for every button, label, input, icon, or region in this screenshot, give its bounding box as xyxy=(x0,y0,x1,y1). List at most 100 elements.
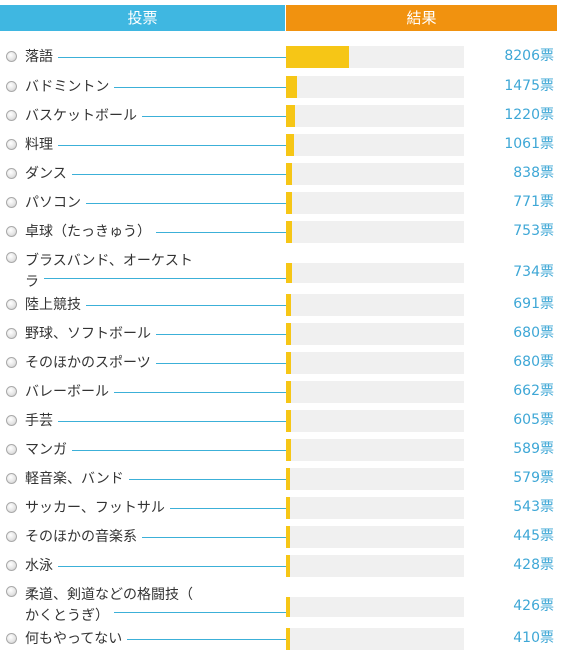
option-radio-button[interactable] xyxy=(6,81,17,92)
vote-count: 680票 xyxy=(513,325,554,341)
option-label: 料理 xyxy=(25,137,58,154)
vote-count: 428票 xyxy=(513,557,554,573)
option-label: バドミントン xyxy=(25,79,115,96)
result-bar-fill xyxy=(286,221,292,243)
poll-option-row[interactable]: パソコン 771票 xyxy=(0,192,563,214)
result-bar-track xyxy=(286,526,464,548)
poll-option-row[interactable]: そのほかのスポーツ 680票 xyxy=(0,352,563,374)
option-label: バレーボール xyxy=(25,384,114,401)
leader-line xyxy=(30,334,286,335)
leader-line xyxy=(30,450,286,451)
result-bar-track xyxy=(286,76,464,98)
option-radio-button[interactable] xyxy=(6,415,17,426)
option-radio-button[interactable] xyxy=(6,226,17,237)
option-radio-button[interactable] xyxy=(6,51,17,62)
poll-option-row[interactable]: 軽音楽、バンド 579票 xyxy=(0,468,563,490)
result-bar-track xyxy=(286,263,464,283)
leader-line xyxy=(30,203,286,204)
option-label-line: ブラスバンド、オーケスト xyxy=(25,251,198,272)
vote-count: 410票 xyxy=(513,630,554,646)
poll-option-row[interactable]: 水泳 428票 xyxy=(0,555,563,577)
result-bar-fill xyxy=(286,192,292,214)
poll-option-row[interactable]: 陸上競技 691票 xyxy=(0,294,563,316)
option-radio-button[interactable] xyxy=(6,444,17,455)
option-radio-button[interactable] xyxy=(6,531,17,542)
vote-count: 426票 xyxy=(513,598,554,614)
option-radio-button[interactable] xyxy=(6,502,17,513)
leader-line xyxy=(30,57,286,58)
poll-option-row[interactable]: 卓球（たっきゅう） 753票 xyxy=(0,221,563,243)
option-radio-button[interactable] xyxy=(6,168,17,179)
result-bar-fill xyxy=(286,381,291,403)
leader-line xyxy=(30,87,286,88)
poll-option-row[interactable]: 料理 1061票 xyxy=(0,134,563,156)
poll-option-row[interactable]: ブラスバンド、オーケストラ 734票 xyxy=(0,250,563,294)
poll-option-row[interactable]: そのほかの音楽系 445票 xyxy=(0,526,563,548)
result-bar-track xyxy=(286,497,464,519)
result-bar-fill xyxy=(286,352,291,374)
vote-count: 771票 xyxy=(513,194,554,210)
result-bar-fill xyxy=(286,323,291,345)
poll-option-row[interactable]: 何もやってない 410票 xyxy=(0,628,563,650)
option-radio-button[interactable] xyxy=(6,328,17,339)
vote-count: 838票 xyxy=(513,165,554,181)
option-label: 柔道、剣道などの格闘技（ かくとうぎ） xyxy=(25,585,198,627)
option-radio-button[interactable] xyxy=(6,633,17,644)
vote-count: 543票 xyxy=(513,499,554,515)
vote-count: 1475票 xyxy=(504,78,554,94)
option-radio-button[interactable] xyxy=(6,139,17,150)
option-label: ブラスバンド、オーケストラ xyxy=(25,251,198,293)
option-radio-button[interactable] xyxy=(6,110,17,121)
option-label: 水泳 xyxy=(25,558,58,575)
leader-line xyxy=(30,566,286,567)
poll-option-row[interactable]: ダンス 838票 xyxy=(0,163,563,185)
result-bar-fill xyxy=(286,163,292,185)
vote-count: 1220票 xyxy=(504,107,554,123)
leader-line xyxy=(30,116,286,117)
poll-option-row[interactable]: バスケットボール 1220票 xyxy=(0,105,563,127)
poll-option-row[interactable]: 落語 8206票 xyxy=(0,46,563,68)
leader-line xyxy=(30,305,286,306)
result-bar-track xyxy=(286,105,464,127)
result-bar-track xyxy=(286,46,464,68)
vote-count: 680票 xyxy=(513,354,554,370)
poll-option-row[interactable]: バレーボール 662票 xyxy=(0,381,563,403)
result-bar-fill xyxy=(286,497,290,519)
leader-line xyxy=(30,145,286,146)
leader-line xyxy=(30,639,286,640)
option-label: 手芸 xyxy=(25,413,58,430)
result-bar-fill xyxy=(286,468,290,490)
result-bar-track xyxy=(286,410,464,432)
option-radio-button[interactable] xyxy=(6,473,17,484)
option-radio-button[interactable] xyxy=(6,357,17,368)
result-bar-fill xyxy=(286,105,295,127)
option-radio-button[interactable] xyxy=(6,299,17,310)
result-bar-track xyxy=(286,352,464,374)
option-label-line: ラ xyxy=(25,272,44,293)
poll-option-row[interactable]: 手芸 605票 xyxy=(0,410,563,432)
poll-option-row[interactable]: マンガ 589票 xyxy=(0,439,563,461)
option-radio-button[interactable] xyxy=(6,197,17,208)
poll-option-row[interactable]: サッカー、フットサル 543票 xyxy=(0,497,563,519)
result-bar-track xyxy=(286,134,464,156)
vote-count: 753票 xyxy=(513,223,554,239)
option-label: 野球、ソフトボール xyxy=(25,326,156,343)
option-label: ダンス xyxy=(25,166,72,183)
option-radio-button[interactable] xyxy=(6,586,17,597)
option-radio-button[interactable] xyxy=(6,252,17,263)
poll-option-row[interactable]: 野球、ソフトボール 680票 xyxy=(0,323,563,345)
vote-count: 589票 xyxy=(513,441,554,457)
option-label: バスケットボール xyxy=(25,108,142,125)
result-bar-track xyxy=(286,192,464,214)
leader-line xyxy=(30,278,286,279)
option-label-line: 柔道、剣道などの格闘技（ xyxy=(25,585,198,606)
option-radio-button[interactable] xyxy=(6,386,17,397)
result-bar-fill xyxy=(286,410,291,432)
option-radio-button[interactable] xyxy=(6,560,17,571)
vote-count: 734票 xyxy=(513,264,554,280)
poll-option-row[interactable]: バドミントン 1475票 xyxy=(0,76,563,98)
poll-option-row[interactable]: 柔道、剣道などの格闘技（ かくとうぎ） 426票 xyxy=(0,584,563,628)
vote-count: 445票 xyxy=(513,528,554,544)
vote-count: 1061票 xyxy=(504,136,554,152)
